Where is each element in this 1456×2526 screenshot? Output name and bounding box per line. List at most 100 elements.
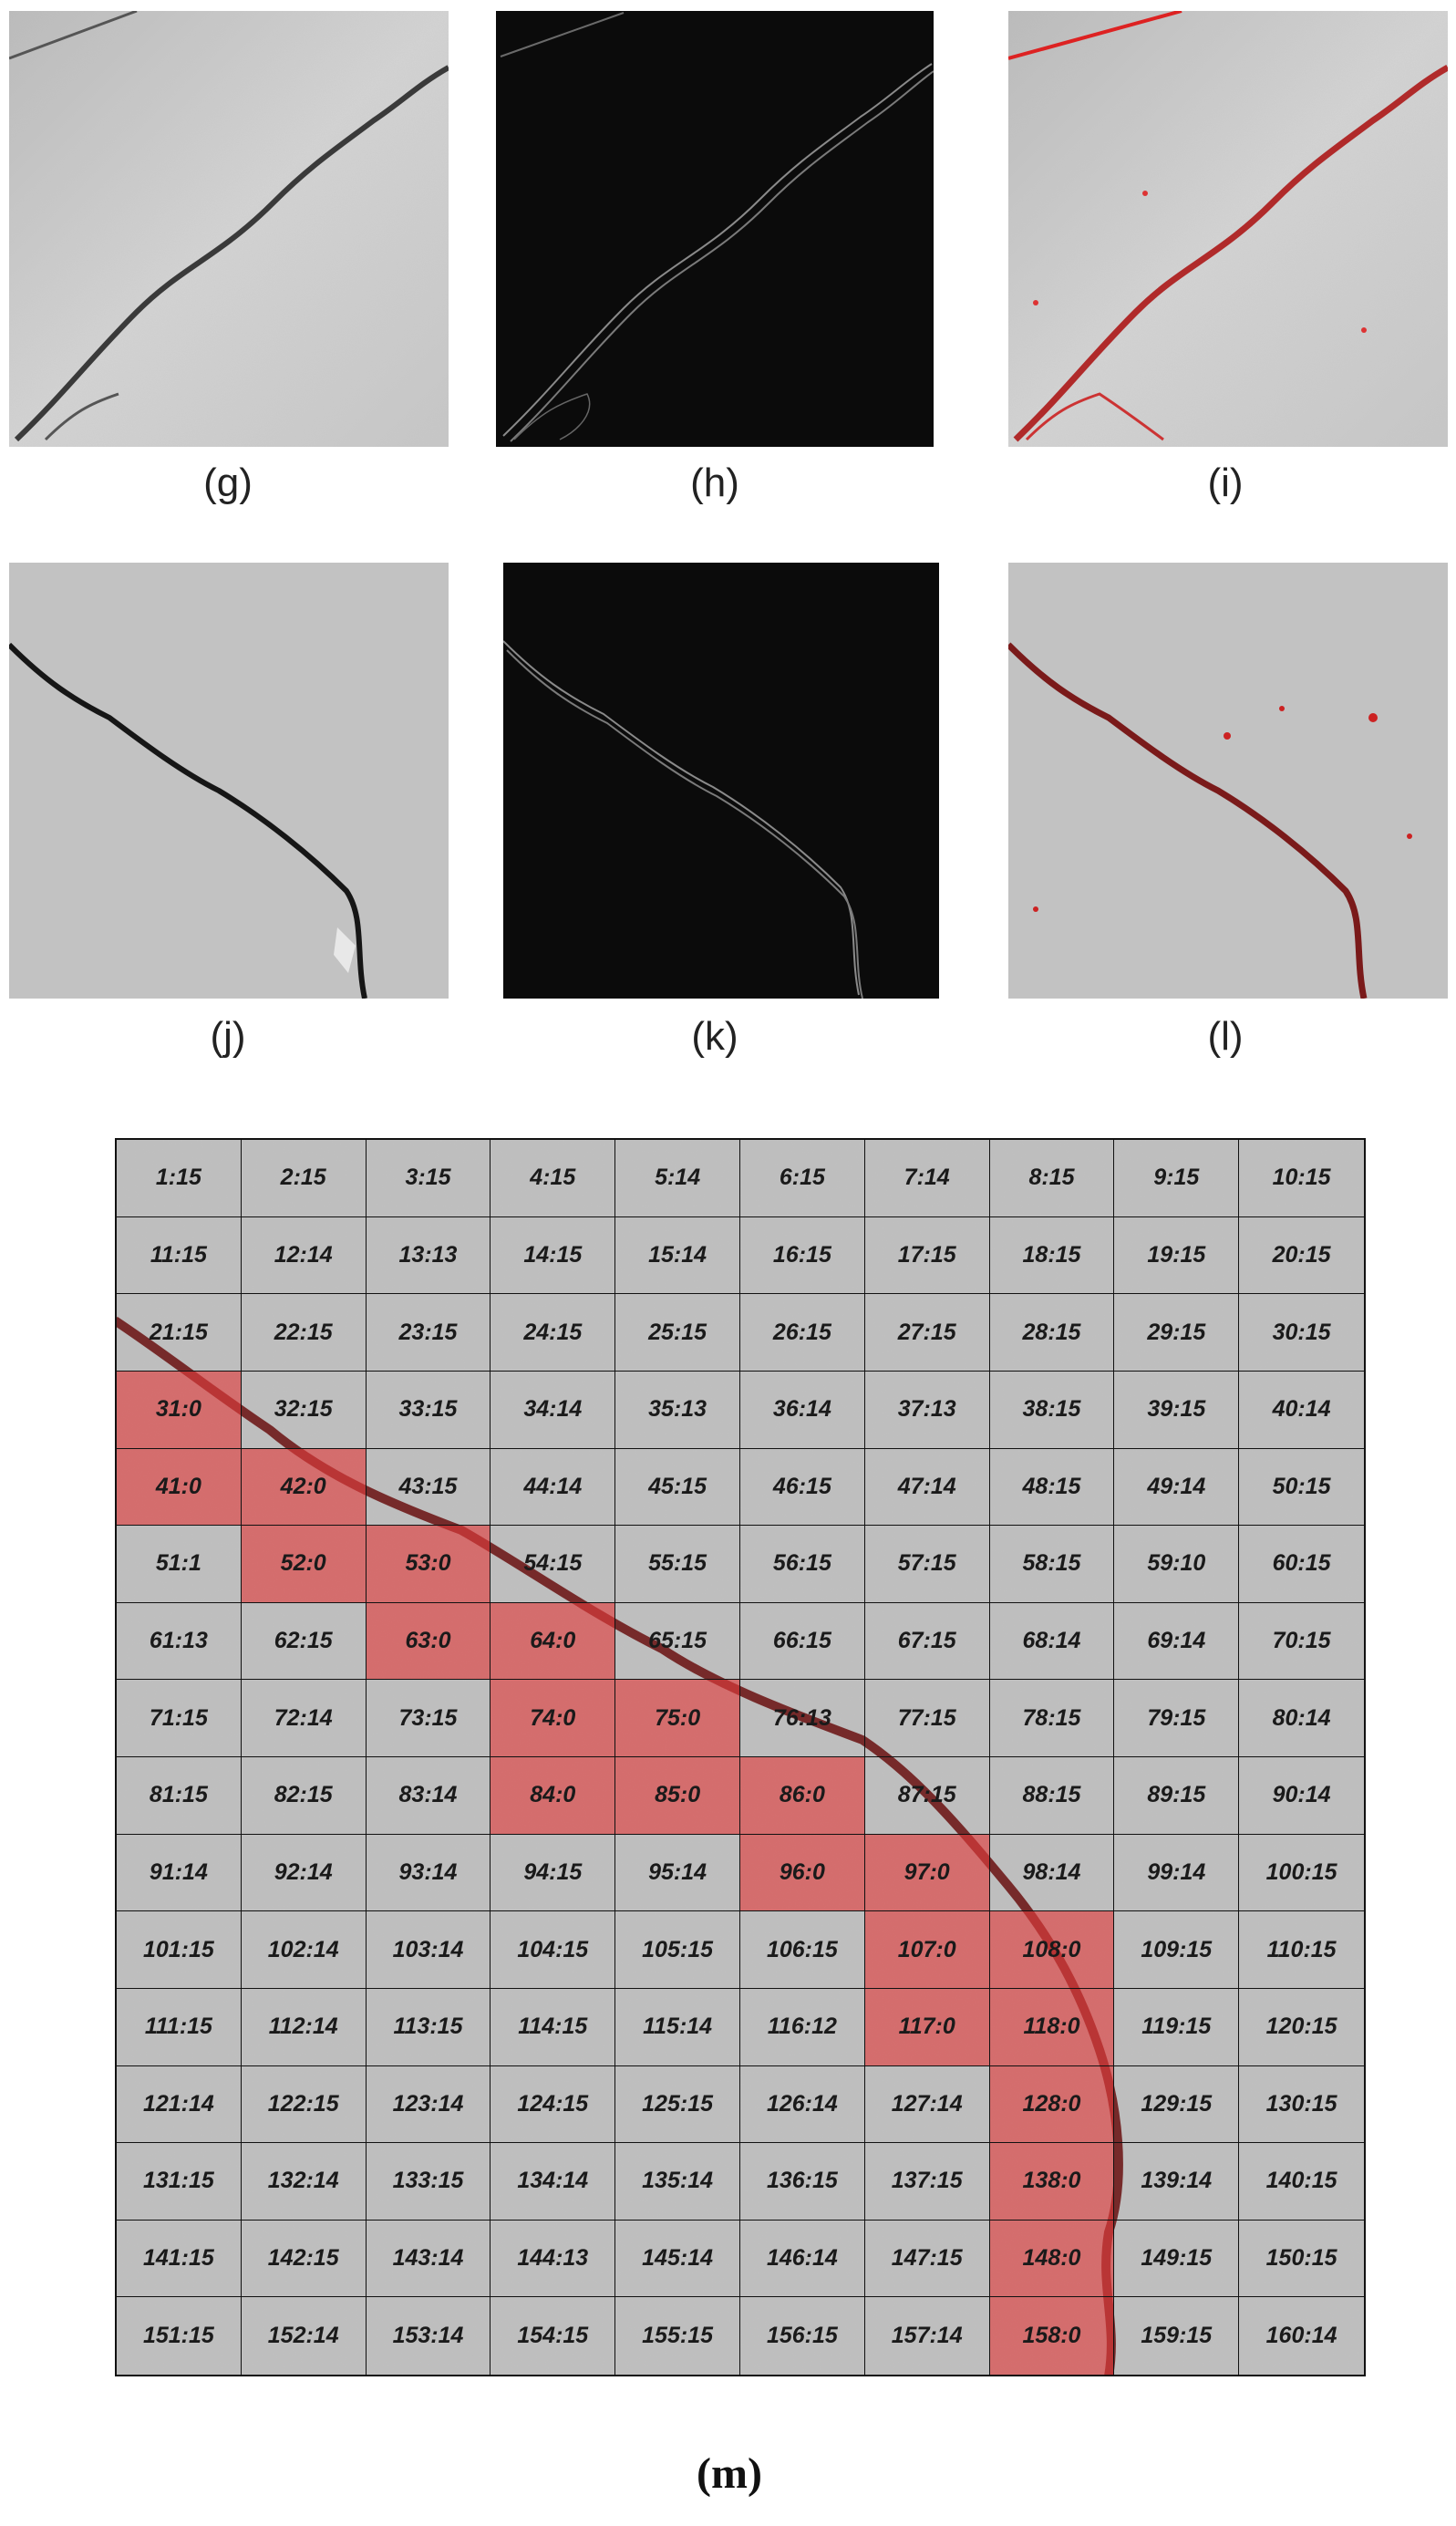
grid-cell-41: 41:0 [117,1448,242,1527]
grid-cell-14: 14:15 [490,1216,616,1295]
grid-cell-120: 120:15 [1239,1989,1364,2066]
grid-cell-83: 83:14 [366,1757,491,1835]
grid-cell-68: 68:14 [989,1602,1115,1681]
grid-cell-53: 53:0 [366,1526,491,1603]
grid-cell-131: 131:15 [117,2143,242,2221]
grid-cell-93: 93:14 [366,1834,491,1912]
grid-cell-99: 99:14 [1114,1834,1240,1912]
grid-cell-20: 20:15 [1239,1217,1364,1295]
panel-j-image [9,563,449,999]
grid-cell-142: 142:15 [241,2220,367,2298]
grid-cell-111: 111:15 [117,1988,242,2066]
grid-cell-35: 35:13 [615,1371,740,1449]
panel-k-image [503,563,939,999]
grid-cell-71: 71:15 [117,1680,242,1757]
panel-h-image [496,11,934,447]
panel-l-image [1008,563,1448,999]
grid-cell-64: 64:0 [490,1602,616,1681]
grid-cell-156: 156:15 [740,2297,865,2375]
grid-cell-38: 38:15 [989,1371,1115,1449]
grid-cell-61: 61:13 [117,1602,242,1681]
grid-cell-106: 106:15 [740,1911,865,1989]
grid-cell-31: 31:0 [117,1371,242,1449]
grid-cell-125: 125:15 [615,2065,740,2144]
grid-cell-152: 152:14 [242,2297,367,2375]
grid-cell-30: 30:15 [1239,1294,1364,1372]
panel-m-caption: (m) [697,2449,762,2498]
grid-cell-126: 126:14 [740,2065,865,2144]
grid-cell-76: 76:13 [740,1680,865,1757]
grid-cell-25: 25:15 [615,1294,740,1372]
grid-cell-138: 138:0 [989,2143,1115,2221]
grid-cell-55: 55:15 [615,1526,740,1603]
grid-cell-16: 16:15 [740,1216,865,1295]
grid-cell-160: 160:14 [1265,2323,1337,2349]
grid-cell-56: 56:15 [740,1526,865,1603]
panel-k-caption: (k) [691,1014,738,1059]
grid-cell-101: 101:15 [117,1911,242,1989]
grid-cell-158: 158:0 [989,2297,1115,2375]
grid-cell-67: 67:15 [864,1602,990,1681]
grid-cell-157: 157:14 [865,2297,990,2375]
grid-cell-58: 58:15 [989,1526,1115,1603]
grid-cell-159: 159:15 [1114,2297,1240,2375]
grid-cell-27: 27:15 [864,1294,990,1372]
grid-cell-32: 32:15 [241,1371,367,1449]
grid-cell-114: 114:15 [490,1988,616,2066]
grid-background-image [115,1138,1366,2376]
grid-cell-7: 7:14 [864,1140,990,1217]
grid-cell-89: 89:15 [1114,1757,1240,1835]
grid-cell-151: 151:15 [117,2297,242,2375]
grid-cell-52: 52:0 [241,1526,367,1603]
grid-cell-97: 97:0 [864,1834,990,1912]
grid-cell-79: 79:15 [1114,1680,1240,1757]
grid-cell-9: 9:15 [1114,1140,1240,1217]
grid-cell-128: 128:0 [989,2065,1115,2144]
grid-cell-3: 3:15 [366,1140,491,1217]
grid-cell-150: 150:15 [1239,2221,1364,2298]
grid-cell-145: 145:14 [615,2220,740,2298]
grid-cell-105: 105:15 [615,1911,740,1989]
grid-cell-39: 39:15 [1114,1371,1240,1449]
grid-cell-135: 135:14 [615,2143,740,2221]
grid-cell-108: 108:0 [989,1911,1115,1989]
grid-cell-1: 1:15 [117,1140,242,1217]
grid-cell-50: 50:15 [1239,1449,1364,1527]
grid-cell-100: 100:15 [1239,1835,1364,1912]
grid-cell-91: 91:14 [117,1834,242,1912]
grid-cell-34: 34:14 [490,1371,616,1449]
grid-cell-75: 75:0 [615,1680,740,1757]
grid-cell-86: 86:0 [740,1757,865,1835]
panel-l-caption: (l) [1207,1014,1244,1059]
grid-cell-5: 5:14 [615,1140,740,1217]
grid-cell-65: 65:15 [615,1602,740,1681]
grid-cell-4: 4:15 [490,1140,616,1217]
grid-cell-122: 122:15 [241,2065,367,2144]
grid-cell-46: 46:15 [740,1448,865,1527]
grid-cell-143: 143:14 [366,2220,491,2298]
grid-cell-19: 19:15 [1114,1216,1240,1295]
grid-cell-109: 109:15 [1114,1911,1240,1989]
grid-cell-29: 29:15 [1114,1294,1240,1372]
panel-h-caption: (h) [690,461,739,505]
grid-cell-62: 62:15 [241,1602,367,1681]
crack-grid-panel: 1:15 2:15 3:15 4:15 5:14 6:15 7:14 8:15 9:15 10:1… [115,1138,1366,2376]
grid-cell-80: 80:14 [1239,1680,1364,1757]
grid-cell-84: 84:0 [490,1757,616,1835]
grid-cell-113: 113:15 [366,1988,491,2066]
grid-cell-2: 2:15 [241,1140,367,1217]
grid-cell-112: 112:14 [241,1988,367,2066]
grid-cell-82: 82:15 [241,1757,367,1835]
grid-cell-146: 146:14 [740,2220,865,2298]
grid-cell-11: 11:15 [117,1216,242,1295]
grid-cell-73: 73:15 [366,1680,491,1757]
grid-cell-12: 12:14 [241,1216,367,1295]
grid-cell-60: 60:15 [1239,1526,1364,1603]
grid-cell-54: 54:15 [490,1526,616,1603]
panel-g-caption: (g) [203,461,253,505]
grid-cells: 1:15 2:15 3:15 4:15 5:14 6:15 7:14 8:15 9:15 10:1… [115,1138,1366,2376]
grid-cell-117: 117:0 [864,1988,990,2066]
grid-cell-153: 153:14 [367,2297,491,2375]
grid-cell-90: 90:14 [1239,1757,1364,1835]
grid-cell-51: 51:1 [117,1526,242,1603]
